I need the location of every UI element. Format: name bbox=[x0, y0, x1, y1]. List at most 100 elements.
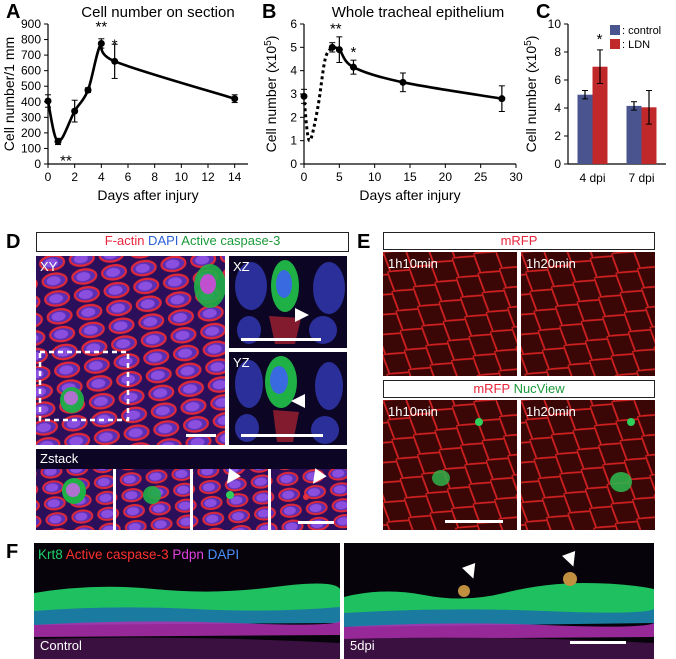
panel-letter-f: F bbox=[6, 541, 19, 563]
micrograph-xy: XY bbox=[36, 256, 225, 445]
y-tick-label: 4 bbox=[554, 101, 561, 115]
data-point bbox=[300, 92, 308, 100]
data-point bbox=[399, 78, 407, 86]
time-label: 1h10min bbox=[388, 404, 438, 419]
panel-d-title-factin: F-actin bbox=[104, 233, 145, 248]
panel-f-title-krt8: Krt8 bbox=[38, 547, 63, 562]
series-line-dotted bbox=[302, 46, 334, 143]
y-tick-label: 500 bbox=[21, 79, 41, 93]
micrograph-f-5dpi: 5dpi bbox=[344, 543, 654, 659]
chart-c: 0 2 4 6 8 10 Cell number (x105) 4 dpi 7 dpi *: co… bbox=[523, 17, 666, 185]
x-tick-label: 15 bbox=[403, 170, 417, 184]
x-tick-label: 10 bbox=[175, 170, 189, 184]
data-point bbox=[335, 46, 343, 54]
bar bbox=[641, 107, 657, 164]
y-tick-label: 0 bbox=[290, 157, 297, 171]
data-point bbox=[84, 86, 92, 94]
y-tick-label: 900 bbox=[21, 17, 41, 31]
chart-title: Whole tracheal epithelium bbox=[332, 4, 505, 21]
micrograph-zstack: Zstack bbox=[36, 449, 347, 530]
time-label: 1h10min bbox=[388, 256, 438, 271]
y-tick-label: 600 bbox=[21, 64, 41, 78]
x-tick-label: 12 bbox=[201, 170, 215, 184]
x-tick-label: 25 bbox=[474, 170, 488, 184]
panel-d-title-caspase: Active caspase-3 bbox=[178, 233, 281, 248]
micrograph-xz: XZ bbox=[229, 256, 347, 348]
time-label: 1h20min bbox=[526, 256, 576, 271]
panel-f-title: Krt8 Active caspase-3 Pdpn DAPI bbox=[38, 548, 239, 562]
panel-e-title-mrfp: mRFP bbox=[473, 381, 510, 396]
bar bbox=[577, 94, 593, 164]
panel-letter-c: C bbox=[536, 1, 551, 23]
legend-label: : LDN bbox=[622, 39, 650, 51]
panel-letter-d: D bbox=[6, 231, 21, 253]
data-point bbox=[328, 43, 336, 51]
data-point bbox=[97, 39, 105, 47]
data-point bbox=[498, 95, 506, 103]
y-tick-label: 0 bbox=[554, 157, 561, 171]
x-tick-label: 2 bbox=[71, 170, 78, 184]
y-tick-label: 700 bbox=[21, 48, 41, 62]
panel-f-title-dapi: DAPI bbox=[203, 547, 240, 562]
y-tick-label: 6 bbox=[554, 73, 561, 87]
micrograph-yz: YZ bbox=[229, 352, 347, 445]
arrowhead-icon bbox=[291, 394, 305, 408]
micrograph-f-control: Krt8 Active caspase-3 Pdpn DAPI Control bbox=[34, 543, 340, 659]
time-label: 1h20min bbox=[526, 404, 576, 419]
legend-swatch bbox=[610, 25, 620, 35]
x-tick-label: 4 bbox=[98, 170, 105, 184]
y-axis-label: Cell number (x105) bbox=[263, 36, 279, 153]
scale-bar bbox=[241, 434, 323, 437]
panel-letter-a: A bbox=[6, 1, 21, 23]
legend-label: : control bbox=[622, 25, 661, 37]
x-tick-label: 7 dpi bbox=[628, 171, 654, 185]
micrograph-e-3: 1h10min bbox=[383, 400, 517, 530]
arrowhead-icon bbox=[295, 308, 309, 322]
chart-b: 0 1 2 3 4 5 6 0 5 10 15 20 25 30 Days after injury Cell… bbox=[263, 4, 523, 203]
data-point bbox=[71, 107, 79, 115]
panel-f-title-caspase: Active caspase-3 bbox=[62, 547, 169, 562]
y-tick-label: 8 bbox=[554, 45, 561, 59]
x-tick-label: 10 bbox=[368, 170, 382, 184]
data-point bbox=[349, 63, 357, 71]
y-tick-label: 100 bbox=[21, 141, 41, 155]
significance-mark: ** bbox=[330, 21, 342, 38]
panel-e-title-bottom: mRFP NucView bbox=[383, 380, 655, 398]
legend-swatch bbox=[610, 39, 620, 49]
significance-mark: * bbox=[351, 44, 357, 61]
x-tick-label: 6 bbox=[125, 170, 132, 184]
micrograph-e-2: 1h20min bbox=[521, 252, 655, 376]
data-point bbox=[111, 57, 119, 65]
y-tick-label: 400 bbox=[21, 95, 41, 109]
y-tick-label: 800 bbox=[21, 33, 41, 47]
y-tick-label: 300 bbox=[21, 110, 41, 124]
x-tick-label: 5 bbox=[336, 170, 343, 184]
y-tick-label: 3 bbox=[290, 87, 297, 101]
panel-d-title: F-actin DAPI Active caspase-3 bbox=[36, 232, 349, 252]
significance-mark: * bbox=[597, 31, 603, 48]
y-tick-label: 2 bbox=[290, 110, 297, 124]
y-tick-label: 1 bbox=[290, 134, 297, 148]
panel-letter-e: E bbox=[357, 231, 371, 253]
panel-d-title-dapi: DAPI bbox=[144, 233, 179, 248]
x-tick-label: 4 dpi bbox=[579, 171, 605, 185]
bar bbox=[592, 66, 608, 164]
significance-mark: ** bbox=[95, 18, 107, 35]
label-5dpi: 5dpi bbox=[350, 638, 375, 653]
significance-mark: ** bbox=[60, 152, 72, 169]
y-tick-label: 4 bbox=[290, 64, 297, 78]
series-line bbox=[331, 46, 503, 100]
label-xz: XZ bbox=[233, 259, 250, 274]
panel-e-title-top: mRFP bbox=[383, 232, 655, 250]
x-tick-label: 8 bbox=[151, 170, 158, 184]
y-axis-label: Cell number (x105) bbox=[523, 36, 539, 153]
label-yz: YZ bbox=[233, 355, 250, 370]
label-xy: XY bbox=[40, 259, 58, 274]
scale-bar bbox=[570, 641, 626, 644]
x-tick-label: 0 bbox=[301, 170, 308, 184]
y-tick-label: 0 bbox=[34, 157, 41, 171]
x-tick-label: 30 bbox=[509, 170, 523, 184]
scale-bar bbox=[445, 520, 503, 523]
panel-e-title-nucview: NucView bbox=[509, 381, 565, 396]
